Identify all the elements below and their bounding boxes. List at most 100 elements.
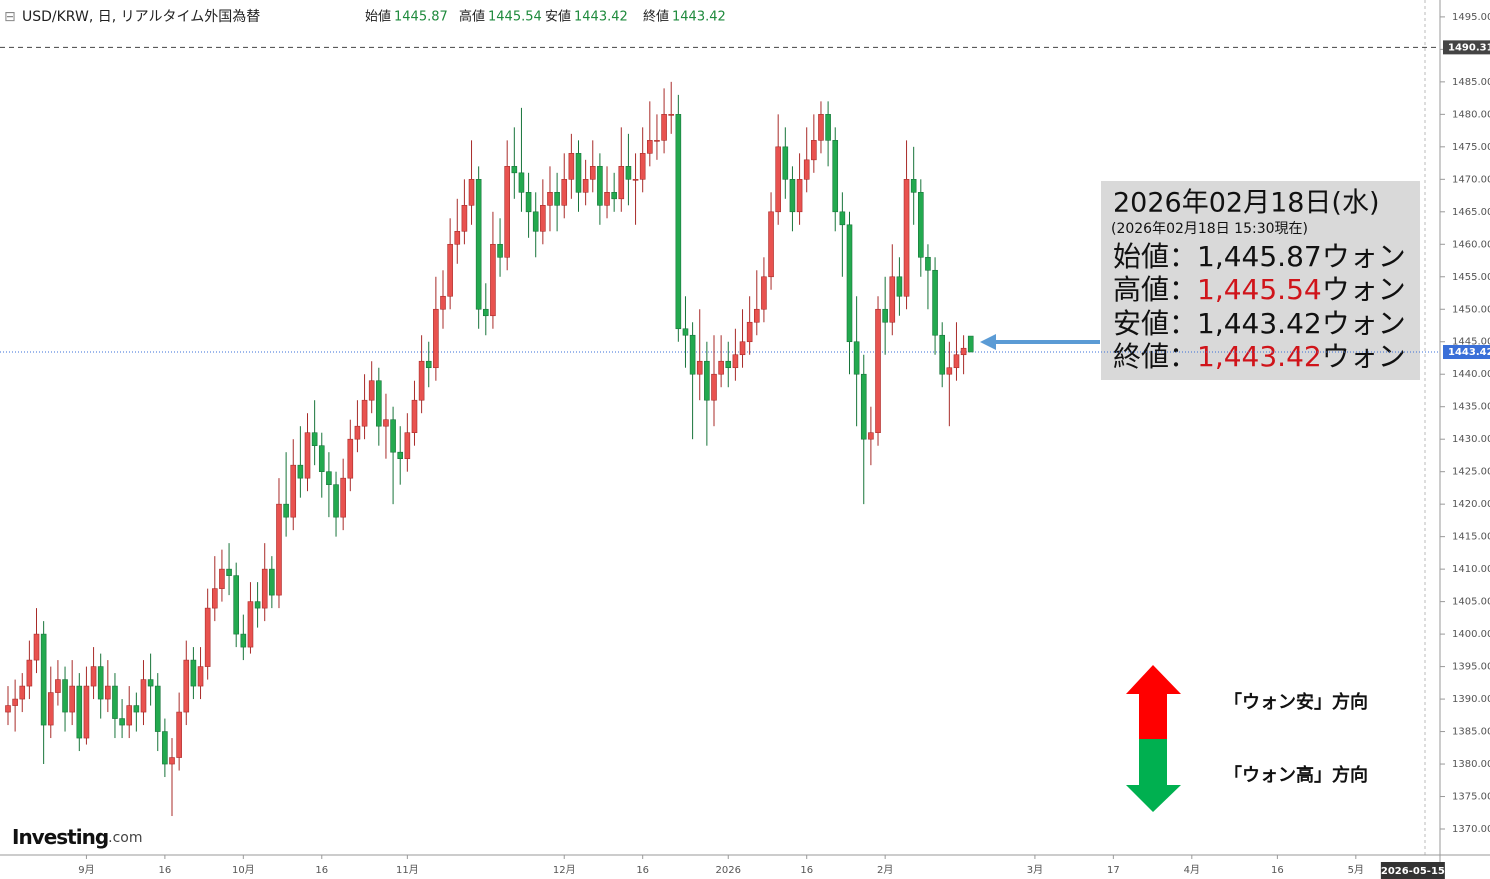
info-box: 2026年02月18日(水) (2026年02月18日 15:30現在) 始値：… xyxy=(1101,181,1420,380)
logo-suffix: .com xyxy=(108,830,142,846)
candle-body xyxy=(311,432,318,446)
collapse-icon: ⊟ xyxy=(4,9,16,25)
candle-body xyxy=(739,341,746,356)
y-tick-label: 1435.00 xyxy=(1452,402,1490,413)
candle-body xyxy=(475,179,482,310)
candle-body xyxy=(418,360,425,401)
header-ohlc-value: 1445.54 xyxy=(488,10,542,25)
candle-body xyxy=(154,685,161,732)
info-row-label: 安値： xyxy=(1113,307,1197,340)
price-label-box xyxy=(1443,345,1490,360)
candle-body xyxy=(383,419,389,427)
candle-body xyxy=(497,243,503,258)
header-ohlc-label: 始値 xyxy=(365,9,391,25)
info-row-label: 高値： xyxy=(1113,273,1197,306)
candle-body xyxy=(639,153,646,180)
info-row-unit: ウォン xyxy=(1322,273,1406,306)
y-tick-label: 1460.00 xyxy=(1452,239,1490,250)
candle-body xyxy=(925,256,931,271)
logo-brand: Investing xyxy=(12,825,108,849)
y-tick-label: 1410.00 xyxy=(1452,564,1490,575)
header-title: USD/KRW, 日, リアルタイム外国為替 xyxy=(22,9,260,25)
x-tick-label: 11月 xyxy=(396,864,419,876)
candle-body xyxy=(532,211,539,232)
candle-body xyxy=(696,360,703,375)
candle-body xyxy=(540,205,546,232)
candle-body xyxy=(668,114,675,116)
candle-body xyxy=(768,211,774,278)
candle-body xyxy=(276,503,282,596)
candle-body xyxy=(176,711,182,758)
y-tick-label: 1470.00 xyxy=(1452,174,1490,185)
candle-body xyxy=(967,335,974,353)
candle-body xyxy=(547,192,553,206)
candle-body xyxy=(290,464,297,518)
y-tick-label: 1385.00 xyxy=(1452,727,1490,738)
candle-body xyxy=(618,166,625,200)
y-tick-label: 1485.00 xyxy=(1452,77,1490,88)
info-row-unit: ウォン xyxy=(1322,240,1406,273)
candle-body xyxy=(682,328,689,336)
arrow-head xyxy=(980,334,996,350)
candle-body xyxy=(604,192,610,206)
candle-body xyxy=(233,575,239,635)
info-row-value: 1,443.42 xyxy=(1197,307,1322,340)
annotation: 「ウォン安」方向 xyxy=(1224,691,1368,713)
price-label: 1490.31 xyxy=(1448,42,1490,53)
y-tick-label: 1405.00 xyxy=(1452,597,1490,608)
candle-body xyxy=(340,477,346,518)
candle-body xyxy=(789,179,796,213)
candle-body xyxy=(511,166,518,174)
x-tick-label: 2026 xyxy=(716,865,741,876)
direction-arrow: 「ウォン安」方向 「ウォン高」方向 xyxy=(1126,665,1368,812)
candle-body xyxy=(896,276,903,297)
info-row-value: 1,445.54 xyxy=(1197,273,1322,306)
candle-body xyxy=(960,347,967,356)
candle-body xyxy=(240,633,247,648)
info-row-value: 1,445.87 xyxy=(1197,240,1322,273)
y-tick-label: 1455.00 xyxy=(1452,272,1490,283)
x-tick-label: 16 xyxy=(636,865,649,876)
x-tick-label: 16 xyxy=(159,865,172,876)
candle-body xyxy=(689,334,696,375)
candle-body xyxy=(860,373,867,440)
candle-body xyxy=(704,360,710,401)
header: ⊟ USD/KRW, 日, リアルタイム外国為替 xyxy=(4,9,260,25)
y-tick-label: 1440.00 xyxy=(1452,369,1490,380)
candle-body xyxy=(90,666,97,687)
x-tick-label: 5月 xyxy=(1348,864,1364,876)
candle-body xyxy=(853,341,860,375)
candle-body xyxy=(903,179,910,297)
candle-body xyxy=(283,503,289,518)
candle-body xyxy=(454,230,461,245)
candle-body xyxy=(83,685,90,739)
info-row-label: 終値： xyxy=(1113,340,1197,373)
candle-body xyxy=(796,179,803,213)
price-label-box xyxy=(1443,40,1490,55)
candle-body xyxy=(183,659,190,713)
candle-body xyxy=(953,354,960,369)
candle-body xyxy=(354,425,361,440)
info-as-of: (2026年02月18日 15:30現在) xyxy=(1111,221,1308,237)
y-tick-label: 1480.00 xyxy=(1452,109,1490,120)
x-tick-label: 4月 xyxy=(1184,864,1200,876)
candle-body xyxy=(554,192,560,206)
candle-body xyxy=(147,679,154,687)
candle-body xyxy=(818,114,824,141)
candle-body xyxy=(910,179,917,193)
candle-body xyxy=(425,360,432,369)
x-cursor-label: 2026-05-15 xyxy=(1381,866,1445,877)
y-tick-label: 1380.00 xyxy=(1452,759,1490,770)
candle-body xyxy=(568,153,575,180)
candle-body xyxy=(333,484,339,518)
candle-body xyxy=(889,276,896,323)
y-tick-label: 1425.00 xyxy=(1452,467,1490,478)
candle-body xyxy=(254,601,261,609)
candle-body xyxy=(347,438,354,479)
candle-body xyxy=(661,114,667,141)
candle-body xyxy=(582,179,589,193)
candle-body xyxy=(711,373,717,401)
candle-body xyxy=(675,114,682,330)
candle-body xyxy=(632,179,639,181)
